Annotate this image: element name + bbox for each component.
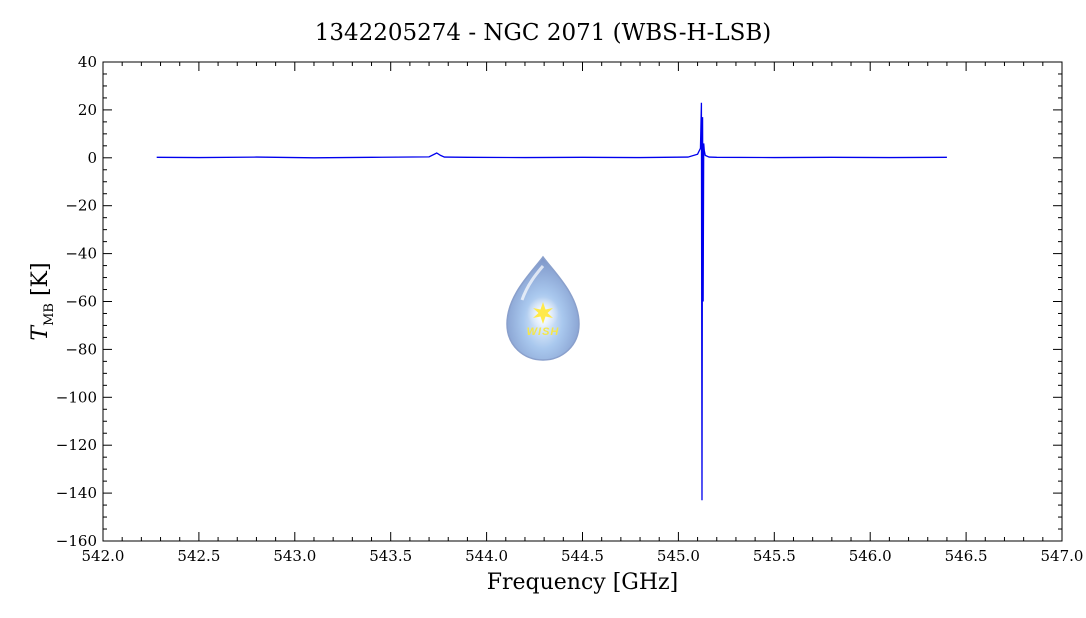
y-tick-label: −40 [65, 245, 97, 263]
star-icon [533, 302, 553, 324]
wish-logo: WISH [506, 255, 580, 361]
x-axis-label: Frequency [GHz] [487, 570, 679, 595]
y-tick-label: −20 [65, 197, 97, 215]
y-tick-label: −120 [56, 436, 97, 454]
y-tick-label: 0 [87, 149, 97, 167]
plot-frame [102, 61, 1063, 542]
x-tick-label: 544.5 [561, 547, 604, 565]
x-tick-label: 542.5 [177, 547, 220, 565]
y-tick-label: −160 [56, 532, 97, 550]
plot-area: 542.0 542.5 543.0 543.5 544.0 544.5 545.0 545.5… [28, 53, 1083, 595]
x-tick-label: 543.0 [273, 547, 316, 565]
y-tick-label: −60 [65, 293, 97, 311]
x-tick-label: 543.5 [369, 547, 412, 565]
chart-title: 1342205274 - NGC 2071 (WBS-H-LSB) [315, 20, 772, 46]
y-tick-label: 20 [78, 101, 97, 119]
x-tick-label: 546.0 [849, 547, 892, 565]
x-tick-label: 545.0 [657, 547, 700, 565]
x-tick-label: 545.5 [753, 547, 796, 565]
x-tick-label: 544.0 [465, 547, 508, 565]
y-tick-label: −80 [65, 340, 97, 358]
y-tick-label: 40 [78, 53, 97, 71]
logo-text: WISH [527, 326, 560, 338]
x-tick-label: 542.0 [82, 547, 125, 565]
y-axis-label: TMB [K] [28, 262, 57, 340]
y-tick-label: −100 [56, 388, 97, 406]
spectrum-series-line [156, 102, 947, 501]
x-tick-label: 546.5 [945, 547, 988, 565]
y-tick-label: −140 [56, 484, 97, 502]
x-tick-label: 547.0 [1041, 547, 1084, 565]
